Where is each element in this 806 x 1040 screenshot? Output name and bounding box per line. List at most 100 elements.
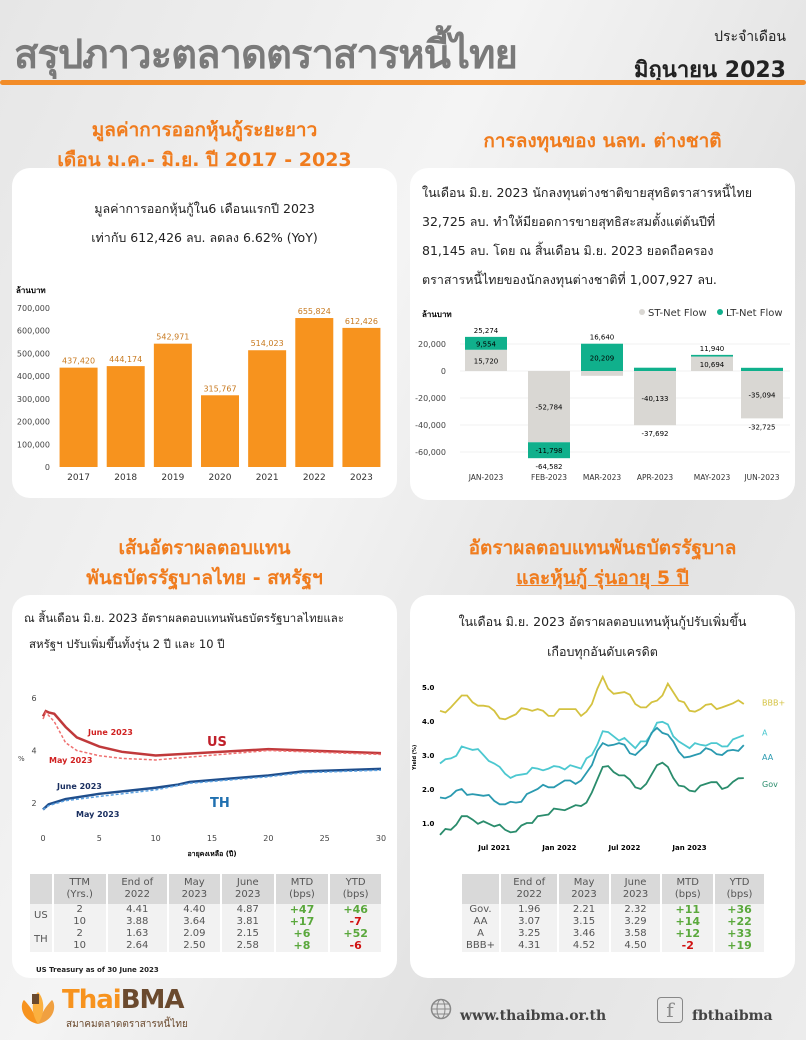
- st-bar-MAY-2023: [691, 356, 733, 371]
- corp-table: End of 2022 May 2023 June 2023 MTD (bps) YTD…: [460, 874, 764, 952]
- foreign-text-3: 81,145 ลบ. โดย ณ สิ้นเดือน มิ.ย. 2023 ยอ…: [422, 243, 714, 258]
- bar-2020: [201, 395, 239, 467]
- cell-ytd: +19: [713, 940, 764, 952]
- thaibma-logo-text: ThaiBMA: [62, 985, 185, 1015]
- facebook-link[interactable]: fbthaibma: [692, 1008, 773, 1024]
- series-label-BBB+: BBB+: [762, 698, 785, 707]
- legend-st-marker: [639, 309, 645, 315]
- st-bar-APR-2023: [634, 371, 676, 426]
- y-tick-label: 400,000: [17, 372, 50, 381]
- cell-may: 4.52: [557, 940, 610, 952]
- issuance-text-2: เท่ากับ 612,426 ลบ. ลดลง 6.62% (YoY): [91, 230, 318, 245]
- corp-text-1: ในเดือน มิ.ย. 2023 อัตราผลตอบแทนหุ้นกู้ป…: [458, 614, 747, 629]
- issuance-text-1: มูลค่าการออกหุ้นกู้ใน6 เดือนแรกปี 2023: [94, 201, 315, 216]
- lt-bar-FEB-2023: [528, 442, 570, 459]
- column-header: MTD (bps): [660, 874, 715, 904]
- y-tick-label: 300,000: [17, 395, 50, 404]
- foreign-heading: การลงทุนของ นลท. ต่างชาติ: [483, 130, 722, 152]
- y-tick-label: 200,000: [17, 418, 50, 427]
- x-tick-label: 15: [207, 834, 217, 843]
- cell-ttm: 10: [51, 916, 107, 928]
- bar-2018: [106, 366, 145, 467]
- cell-name: AA: [460, 916, 500, 928]
- y-axis-title: Yield (%): [412, 745, 418, 771]
- total-label: 11,940: [700, 345, 725, 353]
- column-header: May 2023: [557, 874, 610, 904]
- lt-value-label: 20,209: [590, 354, 615, 362]
- x-tick-label: 10: [151, 834, 161, 843]
- y-tick-label: 1.0: [422, 820, 435, 828]
- cell-jun: 2.32: [608, 904, 662, 916]
- x-tick-label: 2018: [114, 473, 137, 483]
- x-tick-label: FEB-2023: [531, 473, 567, 482]
- cell-name: Gov.: [460, 904, 500, 916]
- x-tick-label: JUN-2023: [743, 473, 779, 482]
- x-tick-label: 20: [263, 834, 273, 843]
- y-tick-label: -20,000: [415, 394, 446, 403]
- st-value-label: -35,094: [748, 392, 776, 400]
- x-tick-label: 30: [376, 834, 386, 843]
- curve-us-june-2023: [41, 709, 382, 757]
- cell-ttm: 10: [51, 940, 107, 952]
- table-row: AA 3.07 3.15 3.29 +14 +22: [460, 916, 764, 928]
- cell-ytd: +52: [328, 928, 381, 940]
- y-tick-label: 4: [31, 747, 36, 756]
- x-tick-label: 2017: [67, 473, 90, 483]
- bar-2021: [248, 350, 287, 467]
- cell-e22: 3.88: [105, 916, 168, 928]
- y-tick-label: 100,000: [17, 440, 50, 449]
- foreign-card: ในเดือน มิ.ย. 2023 นักลงทุนต่างชาติขายสุ…: [410, 168, 795, 500]
- y-axis-title: ล้านบาท: [16, 285, 46, 295]
- column-header: End of 2022: [105, 874, 168, 904]
- lt-bar-MAY-2023: [691, 354, 733, 357]
- cell-mtd: -2: [660, 940, 715, 952]
- total-label: 16,640: [590, 334, 615, 342]
- cell-e22: 3.25: [498, 928, 559, 940]
- series-BBB+: [439, 674, 745, 721]
- st-value-label: 15,720: [474, 357, 499, 365]
- y-tick-label: 20,000: [418, 340, 446, 349]
- table-row: Gov. 1.96 2.21 2.32 +11 +36: [460, 904, 764, 916]
- cell-jun: 4.50: [608, 940, 662, 952]
- group-cell: TH: [28, 928, 53, 952]
- website-link[interactable]: www.thaibma.or.th: [460, 1008, 607, 1024]
- foreign-text-2: 32,725 ลบ. ทำให้มียอดการขายสุทธิสะสมตั้ง…: [422, 214, 716, 229]
- issuance-heading-line2: เดือน ม.ค.- มิ.ย. ปี 2017 - 2023: [57, 149, 352, 171]
- y-tick-label: 5.0: [422, 684, 435, 692]
- st-bar-MAR-2023: [581, 371, 623, 376]
- cell-e22: 1.96: [498, 904, 559, 916]
- cell-jun: 3.58: [608, 928, 662, 940]
- th-june-label: June 2023: [56, 782, 102, 791]
- bar-2022: [295, 318, 334, 467]
- cell-ytd: +46: [328, 904, 381, 916]
- cell-ytd: +33: [713, 928, 764, 940]
- issuance-heading-line1: มูลค่าการออกหุ้นกู้ระยะยาว: [91, 119, 318, 141]
- y-tick-label: -60,000: [415, 448, 446, 457]
- x-tick-label: 2021: [256, 473, 279, 483]
- series-label-AA: AA: [762, 753, 774, 762]
- cell-ttm: 2: [51, 928, 107, 940]
- x-tick-label: 2023: [350, 473, 373, 483]
- x-tick-label: 5: [97, 834, 102, 843]
- lt-value-label: 9,554: [476, 340, 497, 348]
- table-row: 10 2.64 2.50 2.58 +8 -6: [29, 940, 381, 952]
- cell-jun: 2.58: [219, 940, 275, 952]
- total-label: 25,274: [474, 327, 499, 335]
- cell-e22: 4.41: [105, 904, 168, 916]
- curve-heading-line2: พันธบัตรรัฐบาลไทย - สหรัฐฯ: [86, 567, 323, 589]
- curve-table: TTM (Yrs.) End of 2022 May 2023 June 2023 MT…: [28, 874, 381, 952]
- corp-heading-line1: อัตราผลตอบแทนพันธบัตรรัฐบาล: [468, 537, 737, 559]
- column-header: May 2023: [166, 874, 221, 904]
- cell-jun: 3.29: [608, 916, 662, 928]
- x-tick-label: 25: [320, 834, 330, 843]
- cell-mtd: +12: [660, 928, 715, 940]
- curve-heading: เส้นอัตราผลตอบแทน พันธบัตรรัฐบาลไทย - สหร…: [12, 533, 397, 593]
- header-divider: [0, 80, 806, 85]
- cell-may: 4.40: [166, 904, 221, 916]
- x-tick-label: Jul 2022: [607, 844, 640, 852]
- th-label: TH: [210, 796, 230, 811]
- total-label: -37,692: [641, 430, 668, 438]
- group-cell: US: [28, 904, 53, 928]
- cell-e22: 3.07: [498, 916, 559, 928]
- cell-mtd: +11: [660, 904, 715, 916]
